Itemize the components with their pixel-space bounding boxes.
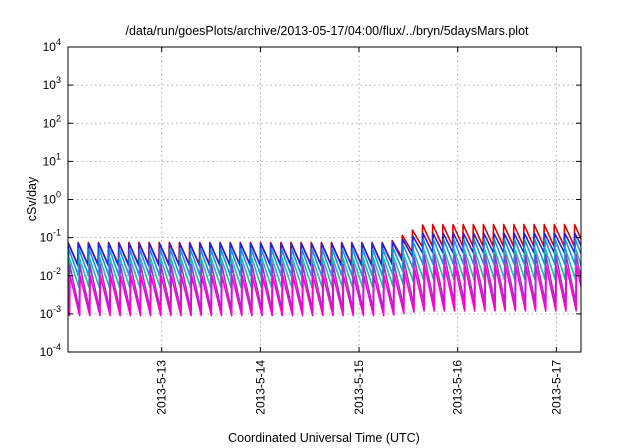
x-tick-label: 2013-5-13 <box>155 360 169 415</box>
y-tick-label: 10-3 <box>40 304 61 321</box>
y-tick-label: 10-1 <box>40 228 61 245</box>
series-group <box>68 223 581 317</box>
x-axis-label: Coordinated Universal Time (UTC) <box>228 431 420 445</box>
y-tick-label: 102 <box>43 113 61 130</box>
x-tick-label: 2013-5-17 <box>549 360 563 415</box>
y-tick-label: 100 <box>43 190 61 207</box>
y-tick-label: 104 <box>43 37 61 54</box>
x-tick-label: 2013-5-14 <box>253 360 267 415</box>
axis-ticks: 10-4 10-3 10-2 10-1 100 101 102 103 104 2013-5-13… <box>40 37 581 415</box>
x-tick-label: 2013-5-15 <box>352 360 366 415</box>
y-axis-label: cSv/day <box>25 176 39 221</box>
y-tick-label: 103 <box>43 75 61 92</box>
x-tick-label: 2013-5-16 <box>451 360 465 415</box>
chart-title: /data/run/goesPlots/archive/2013-05-17/0… <box>125 24 529 38</box>
y-tick-label: 10-4 <box>40 342 61 359</box>
y-tick-label: 101 <box>43 151 61 168</box>
series-line-6 <box>68 265 581 317</box>
y-tick-label: 10-2 <box>40 266 61 283</box>
